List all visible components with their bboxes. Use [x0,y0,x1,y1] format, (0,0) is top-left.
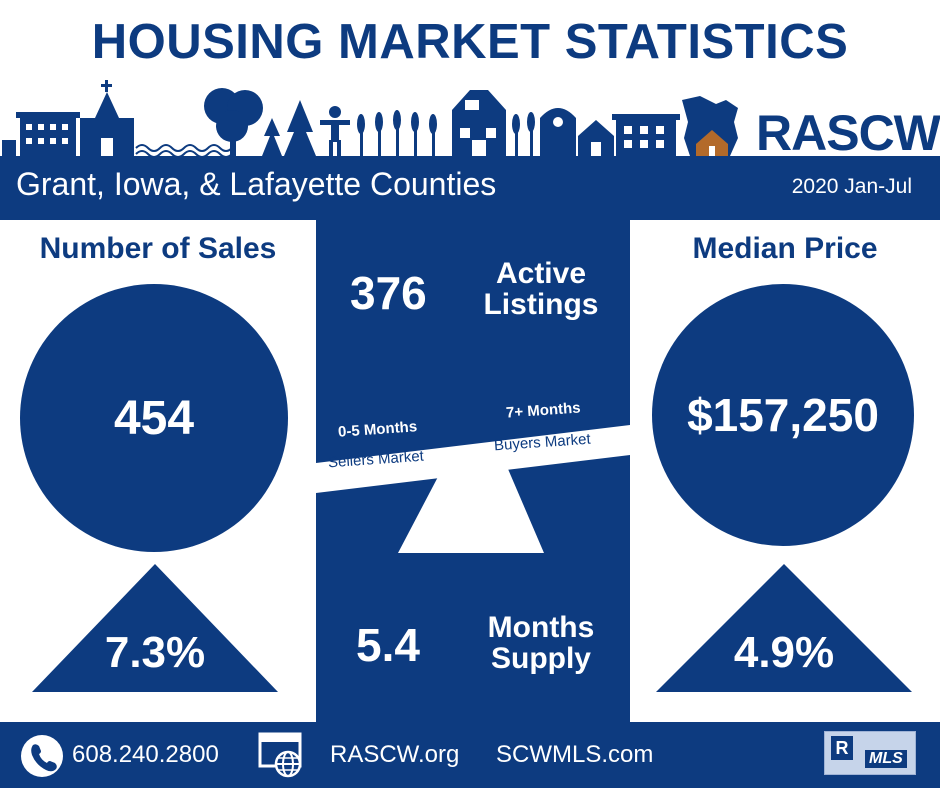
brand-logo: RASCW [756,105,940,161]
realtor-r-icon: R [831,736,853,760]
active-listings-label: Active Listings [470,258,612,320]
active-listings-value: 376 [350,267,427,319]
active-listings-label-line2: Listings [483,288,599,321]
price-value: $157,250 [687,389,879,441]
active-listings-label-line1: Active [495,257,587,290]
price-circle: $157,250 [652,284,914,546]
web-globe-icon [258,732,302,778]
sales-value: 454 [113,391,195,445]
mls-badge: MLS [865,750,907,768]
sales-change-triangle [32,564,278,692]
months-supply-label-line2: Supply [490,642,591,675]
price-change-value: 4.9% [733,628,835,677]
realtor-mls-logo: R MLS [824,731,916,775]
region-label: Grant, Iowa, & Lafayette Counties [16,166,497,202]
months-supply-label-line1: Months [487,611,595,644]
period-label: 2020 Jan-Jul [791,175,912,198]
price-change-triangle [656,564,912,692]
sales-heading: Number of Sales [39,232,277,265]
footer-bar [0,722,940,788]
sales-change-value: 7.3% [104,628,206,677]
months-supply-value: 5.4 [356,619,420,671]
footer-site-rascw[interactable]: RASCW.org [330,741,460,768]
town-skyline-icon [2,80,738,158]
footer-site-scwmls[interactable]: SCWMLS.com [496,741,654,768]
page-title: HOUSING MARKET STATISTICS [91,15,849,69]
phone-icon [21,735,63,777]
price-heading: Median Price [692,232,878,265]
footer-phone: 608.240.2800 [72,741,219,768]
market-scale-icon [316,425,630,553]
months-supply-label: Months Supply [470,612,612,674]
region-banner [0,156,940,220]
sales-circle: 454 [20,284,288,552]
